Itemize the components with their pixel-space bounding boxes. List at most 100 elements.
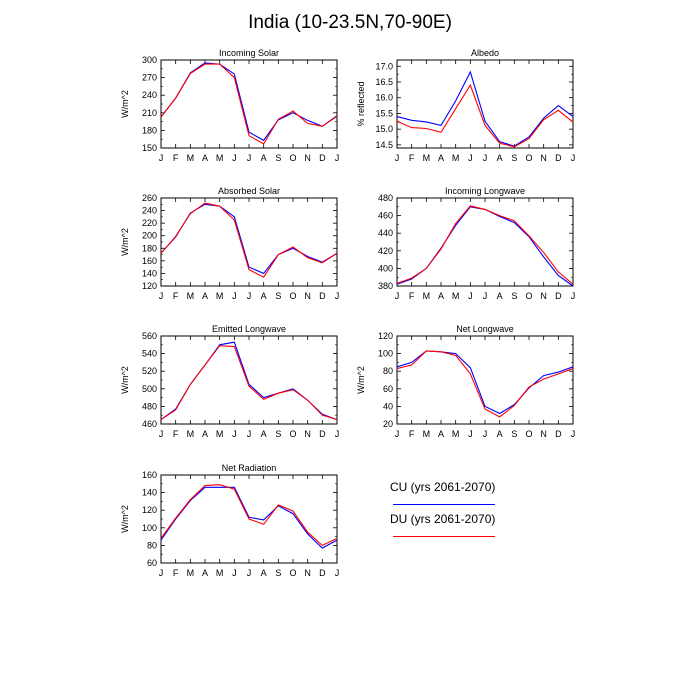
x-tick-label: J — [395, 291, 400, 301]
x-tick-label: F — [409, 291, 415, 301]
x-tick-label: F — [173, 568, 179, 578]
x-tick-label: M — [423, 291, 431, 301]
x-tick-label: J — [232, 429, 237, 439]
y-tick-label: 100 — [142, 523, 157, 533]
y-tick-label: 160 — [142, 256, 157, 266]
x-tick-label: A — [497, 291, 503, 301]
x-tick-label: D — [319, 568, 326, 578]
x-tick-label: A — [438, 429, 444, 439]
x-tick-label: A — [438, 153, 444, 163]
x-tick-label: J — [468, 429, 473, 439]
y-tick-label: 460 — [142, 419, 157, 429]
x-tick-label: J — [247, 568, 252, 578]
y-axis-label: W/m^2 — [120, 366, 130, 394]
x-tick-label: F — [409, 153, 415, 163]
y-tick-label: 160 — [142, 470, 157, 480]
x-tick-label: J — [571, 429, 576, 439]
panel-title: Incoming Longwave — [445, 186, 525, 196]
legend-cu: CU (yrs 2061-2070) — [390, 480, 540, 505]
x-tick-label: A — [438, 291, 444, 301]
y-tick-label: 460 — [378, 211, 393, 221]
x-tick-label: N — [540, 291, 547, 301]
y-tick-label: 240 — [142, 206, 157, 216]
legend-cu-label: CU (yrs 2061-2070) — [390, 480, 496, 494]
x-tick-label: M — [452, 429, 460, 439]
x-tick-label: A — [497, 153, 503, 163]
x-tick-label: A — [202, 153, 208, 163]
x-tick-label: O — [289, 291, 296, 301]
y-tick-label: 120 — [378, 331, 393, 341]
series-line-du — [160, 345, 338, 421]
x-tick-label: M — [216, 153, 224, 163]
y-tick-label: 15.0 — [375, 124, 393, 134]
x-tick-label: J — [232, 291, 237, 301]
x-tick-label: M — [187, 153, 195, 163]
series-line-du — [160, 484, 338, 547]
y-axis-label: % reflected — [356, 81, 366, 126]
panel-frame — [160, 197, 338, 287]
y-tick-label: 180 — [142, 125, 157, 135]
y-tick-label: 180 — [142, 243, 157, 253]
x-tick-label: A — [497, 429, 503, 439]
x-tick-label: J — [483, 153, 488, 163]
x-tick-label: J — [335, 291, 340, 301]
x-tick-label: M — [187, 429, 195, 439]
y-tick-label: 380 — [378, 281, 393, 291]
x-tick-label: A — [261, 291, 267, 301]
x-tick-label: J — [468, 291, 473, 301]
y-tick-label: 300 — [142, 55, 157, 65]
x-tick-label: S — [275, 291, 281, 301]
y-tick-label: 480 — [378, 193, 393, 203]
y-tick-label: 540 — [142, 349, 157, 359]
x-tick-label: N — [540, 153, 547, 163]
x-tick-label: M — [216, 429, 224, 439]
y-tick-label: 270 — [142, 73, 157, 83]
x-tick-label: M — [423, 429, 431, 439]
y-tick-label: 20 — [383, 419, 393, 429]
series-line-du — [396, 83, 574, 148]
y-tick-label: 440 — [378, 228, 393, 238]
panel-frame — [160, 335, 338, 425]
x-tick-label: J — [335, 153, 340, 163]
x-tick-label: N — [304, 429, 311, 439]
x-tick-label: J — [571, 153, 576, 163]
x-tick-label: J — [247, 153, 252, 163]
x-tick-label: A — [261, 153, 267, 163]
x-tick-label: S — [275, 429, 281, 439]
y-tick-label: 520 — [142, 366, 157, 376]
y-tick-label: 210 — [142, 108, 157, 118]
series-line-cu — [396, 70, 574, 147]
y-tick-label: 140 — [142, 268, 157, 278]
x-tick-label: F — [173, 429, 179, 439]
y-tick-label: 100 — [378, 349, 393, 359]
x-tick-label: J — [232, 568, 237, 578]
x-tick-label: J — [247, 291, 252, 301]
legend-du: DU (yrs 2061-2070) — [390, 512, 540, 537]
y-tick-label: 400 — [378, 263, 393, 273]
x-tick-label: J — [159, 291, 164, 301]
x-tick-label: J — [335, 568, 340, 578]
y-tick-label: 480 — [142, 401, 157, 411]
x-tick-label: D — [319, 429, 326, 439]
x-tick-label: D — [319, 153, 326, 163]
series-line-du — [160, 63, 338, 145]
legend-cu-line — [393, 504, 495, 505]
x-tick-label: D — [555, 153, 562, 163]
x-tick-label: F — [409, 429, 415, 439]
x-tick-label: J — [159, 568, 164, 578]
panel-frame — [396, 197, 574, 287]
x-tick-label: S — [275, 153, 281, 163]
x-tick-label: J — [395, 153, 400, 163]
x-tick-label: J — [159, 153, 164, 163]
series-line-cu — [396, 350, 574, 415]
x-tick-label: O — [289, 568, 296, 578]
series-line-cu — [160, 203, 338, 275]
x-tick-label: J — [483, 291, 488, 301]
x-tick-label: N — [304, 153, 311, 163]
x-tick-label: M — [452, 153, 460, 163]
